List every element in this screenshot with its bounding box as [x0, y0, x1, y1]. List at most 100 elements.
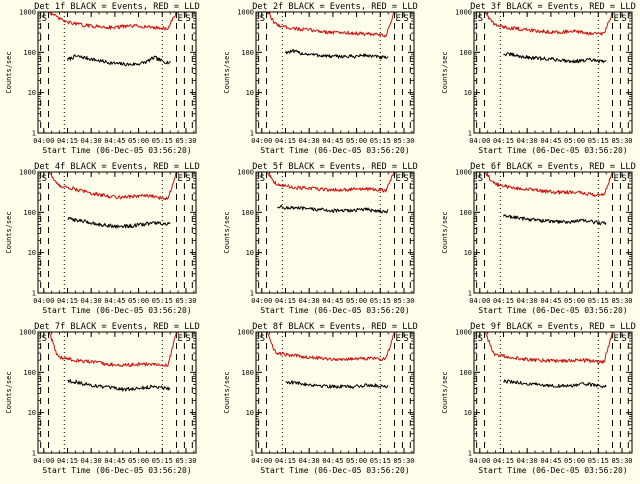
- plot-frame: [473, 11, 633, 134]
- chart-title: Det 7f BLACK = Events, RED = LLD: [34, 322, 200, 332]
- x-tick-label: 04:30: [517, 137, 538, 145]
- x-tick-label: 05:15: [152, 297, 173, 305]
- x-tick-label: 04:45: [322, 137, 343, 145]
- x-tick-label: 05:30: [393, 137, 414, 145]
- y-tick-label: 100: [23, 369, 36, 377]
- lld-series-line: [258, 11, 395, 38]
- x-tick-label: 04:45: [104, 137, 125, 145]
- x-tick-label: 05:00: [128, 297, 149, 305]
- y-tick-label: 1000: [455, 9, 472, 17]
- y-tick-label: 1: [32, 450, 36, 458]
- x-tick-label: 04:00: [33, 297, 54, 305]
- y-tick-label: 10: [464, 409, 472, 417]
- x-tick-label: 05:00: [564, 137, 585, 145]
- y-tick-label: 1000: [19, 329, 36, 337]
- x-tick-label: 04:30: [81, 297, 102, 305]
- y-tick-label: 1000: [237, 169, 254, 177]
- x-tick-label: 04:00: [251, 137, 272, 145]
- event-marker-label: S: [621, 174, 626, 184]
- y-tick-label: 10: [28, 89, 36, 97]
- x-tick-label: 04:15: [57, 457, 78, 465]
- x-axis-label: Start Time (06-Dec-05 03:56:20): [260, 466, 409, 475]
- chart-panel: Det 3f BLACK = Events, RED = LLD Counts/s…: [441, 2, 636, 155]
- plot-frame: [255, 11, 415, 134]
- y-tick-label: 1: [468, 450, 472, 458]
- x-tick-label: 04:30: [81, 137, 102, 145]
- lld-series-line: [476, 11, 613, 36]
- event-marker-label: S: [478, 174, 483, 184]
- plot-frame: [473, 331, 633, 454]
- y-tick-label: 10: [464, 89, 472, 97]
- events-series-line: [503, 214, 607, 226]
- events-series-line: [277, 204, 389, 214]
- x-tick-label: 04:30: [299, 457, 320, 465]
- event-marker-label: S: [260, 334, 265, 344]
- chart-panel: Det 2f BLACK = Events, RED = LLD Counts/s…: [223, 2, 418, 155]
- plot-frame: [473, 171, 633, 294]
- y-tick-label: 100: [459, 49, 472, 57]
- y-tick-label: 1000: [237, 9, 254, 17]
- x-tick-label: 04:00: [251, 457, 272, 465]
- x-tick-label: 04:30: [517, 297, 538, 305]
- x-tick-label: 05:30: [393, 297, 414, 305]
- lld-series-line: [258, 171, 395, 193]
- x-tick-label: 05:15: [370, 457, 391, 465]
- event-marker-label: S: [42, 174, 47, 184]
- y-tick-label: 10: [246, 89, 254, 97]
- x-tick-label: 05:15: [370, 297, 391, 305]
- lld-series-line: [40, 331, 177, 367]
- lld-series-line: [476, 171, 613, 197]
- x-axis-label: Start Time (06-Dec-05 03:56:20): [478, 146, 627, 155]
- y-tick-label: 1: [250, 450, 254, 458]
- y-tick-label: 1000: [237, 329, 254, 337]
- event-marker-label: S: [185, 334, 190, 344]
- lld-series-line: [40, 11, 177, 31]
- x-tick-label: 04:45: [322, 297, 343, 305]
- x-tick-label: 05:00: [346, 137, 367, 145]
- chart-title: Det 3f BLACK = Events, RED = LLD: [470, 2, 636, 12]
- lld-series-line: [40, 171, 177, 201]
- x-axis-label: Start Time (06-Dec-05 03:56:20): [260, 146, 409, 155]
- x-tick-label: 04:45: [104, 297, 125, 305]
- events-series-line: [67, 216, 171, 229]
- events-series-line: [285, 380, 389, 389]
- y-tick-label: 1000: [19, 169, 36, 177]
- x-axis-label: Start Time (06-Dec-05 03:56:20): [42, 306, 191, 315]
- event-marker-label: S: [185, 174, 190, 184]
- x-tick-label: 04:15: [275, 457, 296, 465]
- x-tick-label: 04:00: [33, 137, 54, 145]
- events-series-line: [67, 54, 171, 67]
- event-marker-label: E: [614, 174, 619, 184]
- event-marker-label: S: [42, 14, 47, 24]
- plot-frame: [37, 171, 197, 294]
- events-series-line: [285, 49, 389, 60]
- y-tick-label: 100: [23, 209, 36, 217]
- event-marker-label: S: [260, 174, 265, 184]
- event-marker-label: S: [478, 334, 483, 344]
- y-axis-label: Counts/sec: [441, 371, 449, 413]
- x-tick-label: 05:30: [611, 297, 632, 305]
- event-marker-label: E: [178, 14, 183, 24]
- event-marker-label: S: [403, 14, 408, 24]
- y-tick-label: 100: [459, 369, 472, 377]
- y-tick-label: 100: [241, 369, 254, 377]
- y-tick-label: 100: [459, 209, 472, 217]
- x-tick-label: 05:30: [393, 457, 414, 465]
- event-marker-label: S: [621, 334, 626, 344]
- y-tick-label: 1: [468, 290, 472, 298]
- chart-title: Det 5f BLACK = Events, RED = LLD: [252, 162, 418, 172]
- x-tick-label: 04:15: [57, 297, 78, 305]
- x-tick-label: 05:00: [346, 457, 367, 465]
- x-tick-label: 05:15: [588, 137, 609, 145]
- x-tick-label: 04:30: [81, 457, 102, 465]
- chart-title: Det 4f BLACK = Events, RED = LLD: [34, 162, 200, 172]
- y-tick-label: 1: [32, 290, 36, 298]
- y-tick-label: 10: [28, 409, 36, 417]
- x-tick-label: 04:45: [104, 457, 125, 465]
- x-tick-label: 05:00: [564, 457, 585, 465]
- event-marker-label: S: [403, 334, 408, 344]
- event-marker-label: E: [396, 174, 401, 184]
- y-axis-label: Counts/sec: [5, 371, 13, 413]
- x-tick-label: 04:45: [540, 137, 561, 145]
- chart-title: Det 9f BLACK = Events, RED = LLD: [470, 322, 636, 332]
